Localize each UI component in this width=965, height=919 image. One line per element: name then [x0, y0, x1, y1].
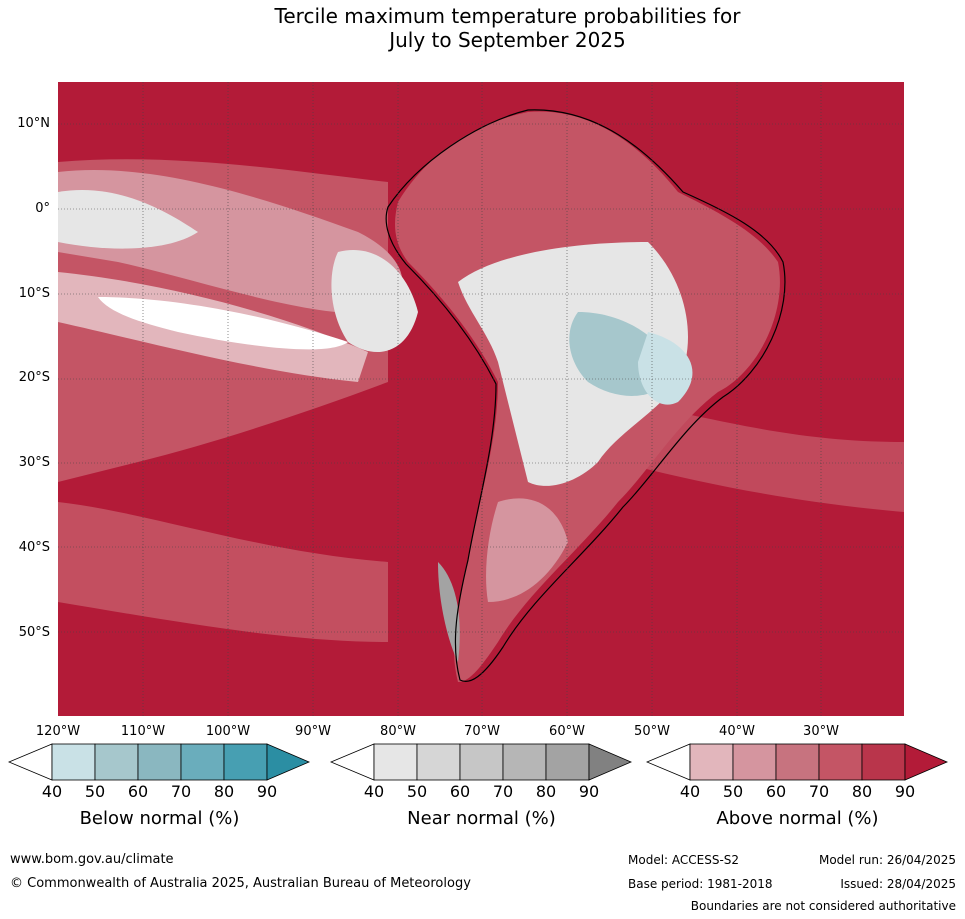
- coastline: [385, 109, 786, 682]
- colorbar-below-tick-70: 70: [170, 782, 192, 801]
- map-title-line-2: July to September 2025: [389, 28, 626, 52]
- colorbar-above-90: [861, 743, 906, 781]
- colorbar-below: [7, 743, 311, 785]
- colorbar-below-70: [137, 743, 182, 781]
- colorbar-below-high-arrow: [266, 743, 311, 781]
- colorbar-above-tick-70: 70: [808, 782, 830, 801]
- colorbar-above-tick-90: 90: [894, 782, 916, 801]
- colorbar-below-title: Below normal (%): [79, 808, 240, 829]
- map-title: Tercile maximum temperature probabilitie…: [0, 4, 965, 52]
- near-normal-peru-offshore: [331, 250, 418, 352]
- lat-label-50s: 50°S: [18, 625, 50, 640]
- lat-label-0: 0°: [35, 201, 50, 216]
- colorbar-below-tick-50: 50: [84, 782, 106, 801]
- colorbar-above-70: [775, 743, 820, 781]
- lon-label-70w: 70°W: [464, 724, 500, 739]
- lat-label-40s: 40°S: [18, 540, 50, 555]
- footer-issued: Issued: 28/04/2025: [840, 877, 956, 891]
- near-normal-pacific-band: [98, 297, 348, 350]
- footer-url: www.bom.gov.au/climate: [10, 852, 174, 867]
- colorbar-near-low-arrow: [329, 743, 375, 781]
- colorbar-near-tick-40: 40: [363, 782, 385, 801]
- colorbar-below-tick-80: 80: [213, 782, 235, 801]
- lon-label-60w: 60°W: [549, 724, 585, 739]
- colorbar-near-80: [502, 743, 547, 781]
- colorbar-above-tick-60: 60: [765, 782, 787, 801]
- near-normal-pacific-west: [58, 190, 198, 249]
- footer-model-run: Model run: 26/04/2025: [818, 853, 956, 867]
- above-60-argentina: [486, 498, 568, 602]
- near-normal-interior: [458, 242, 688, 486]
- lon-label-100w: 100°W: [205, 724, 251, 739]
- colorbar-below-tick-40: 40: [41, 782, 63, 801]
- colorbar-near-tick-60: 60: [449, 782, 471, 801]
- colorbar-above-80: [818, 743, 863, 781]
- map-svg: [58, 82, 904, 716]
- colorbar-above-60: [732, 743, 777, 781]
- map-title-line-1: Tercile maximum temperature probabilitie…: [274, 4, 741, 28]
- colorbar-above-tick-40: 40: [679, 782, 701, 801]
- colorbar-near-tick-80: 80: [535, 782, 557, 801]
- lat-label-10s: 10°S: [18, 286, 50, 301]
- lon-label-90w: 90°W: [295, 724, 331, 739]
- colorbar-below-60: [94, 743, 139, 781]
- colorbar-near-tick-70: 70: [492, 782, 514, 801]
- lon-label-50w: 50°W: [634, 724, 670, 739]
- colorbar-near-tick-90: 90: [578, 782, 600, 801]
- colorbar-near-60: [416, 743, 461, 781]
- colorbar-above-tick-50: 50: [722, 782, 744, 801]
- colorbar-near-70: [459, 743, 504, 781]
- probability-map: [58, 82, 904, 716]
- colorbar-below-svg: [7, 743, 311, 781]
- graticule: [58, 82, 904, 716]
- colorbar-above-title: Above normal (%): [716, 808, 879, 829]
- footer-copyright: © Commonwealth of Australia 2025, Austra…: [10, 876, 471, 891]
- above-70-band-atlantic: [618, 402, 904, 512]
- footer-disclaimer: Boundaries are not considered authoritat…: [690, 899, 956, 913]
- colorbar-above: [645, 743, 949, 785]
- colorbar-below-tick-60: 60: [127, 782, 149, 801]
- footer-base-period: Base period: 1981-2018: [628, 877, 773, 891]
- colorbar-above-high-arrow: [904, 743, 949, 781]
- colorbar-above-50: [689, 743, 734, 781]
- colorbar-below-low-arrow: [7, 743, 53, 781]
- colorbar-above-low-arrow: [645, 743, 691, 781]
- colorbar-below-50: [51, 743, 96, 781]
- lon-label-40w: 40°W: [719, 724, 755, 739]
- footer-model: Model: ACCESS-S2: [628, 853, 740, 867]
- near-normal-patagonia: [438, 562, 460, 662]
- lon-label-120w: 120°W: [35, 724, 81, 739]
- colorbar-near-50: [373, 743, 418, 781]
- colorbar-near-title: Near normal (%): [407, 808, 556, 829]
- lat-label-10n: 10°N: [17, 116, 50, 131]
- lat-label-20s: 20°S: [18, 370, 50, 385]
- colorbar-near: [329, 743, 633, 785]
- colorbar-near-high-arrow: [588, 743, 633, 781]
- colorbar-below-tick-90: 90: [256, 782, 278, 801]
- colorbar-above-tick-80: 80: [851, 782, 873, 801]
- colorbar-near-90: [545, 743, 590, 781]
- colorbar-below-80: [180, 743, 225, 781]
- lon-label-80w: 80°W: [380, 724, 416, 739]
- lon-label-30w: 30°W: [803, 724, 839, 739]
- colorbar-near-tick-50: 50: [406, 782, 428, 801]
- lon-label-110w: 110°W: [120, 724, 166, 739]
- colorbar-below-90: [223, 743, 268, 781]
- colorbar-above-svg: [645, 743, 949, 781]
- above-70-band-south: [58, 502, 388, 642]
- colorbar-near-svg: [329, 743, 633, 781]
- below-normal-east-brazil: [638, 332, 693, 405]
- lat-label-30s: 30°S: [18, 455, 50, 470]
